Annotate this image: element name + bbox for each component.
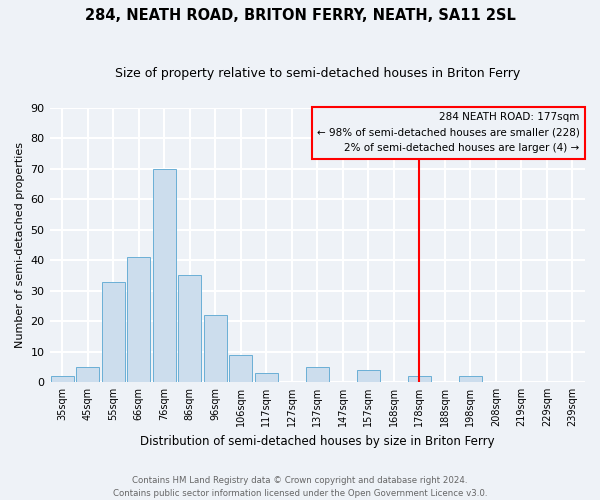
Bar bbox=[229, 354, 252, 382]
Text: Contains HM Land Registry data © Crown copyright and database right 2024.
Contai: Contains HM Land Registry data © Crown c… bbox=[113, 476, 487, 498]
Bar bbox=[76, 366, 99, 382]
Bar bbox=[357, 370, 380, 382]
Bar bbox=[306, 366, 329, 382]
Bar bbox=[459, 376, 482, 382]
Bar bbox=[178, 276, 201, 382]
Bar bbox=[255, 373, 278, 382]
Bar bbox=[408, 376, 431, 382]
Bar bbox=[204, 315, 227, 382]
X-axis label: Distribution of semi-detached houses by size in Briton Ferry: Distribution of semi-detached houses by … bbox=[140, 434, 494, 448]
Text: 284 NEATH ROAD: 177sqm
← 98% of semi-detached houses are smaller (228)
2% of sem: 284 NEATH ROAD: 177sqm ← 98% of semi-det… bbox=[317, 112, 580, 154]
Y-axis label: Number of semi-detached properties: Number of semi-detached properties bbox=[15, 142, 25, 348]
Text: 284, NEATH ROAD, BRITON FERRY, NEATH, SA11 2SL: 284, NEATH ROAD, BRITON FERRY, NEATH, SA… bbox=[85, 8, 515, 22]
Bar bbox=[127, 257, 150, 382]
Bar bbox=[153, 169, 176, 382]
Title: Size of property relative to semi-detached houses in Briton Ferry: Size of property relative to semi-detach… bbox=[115, 68, 520, 80]
Bar bbox=[51, 376, 74, 382]
Bar bbox=[102, 282, 125, 382]
